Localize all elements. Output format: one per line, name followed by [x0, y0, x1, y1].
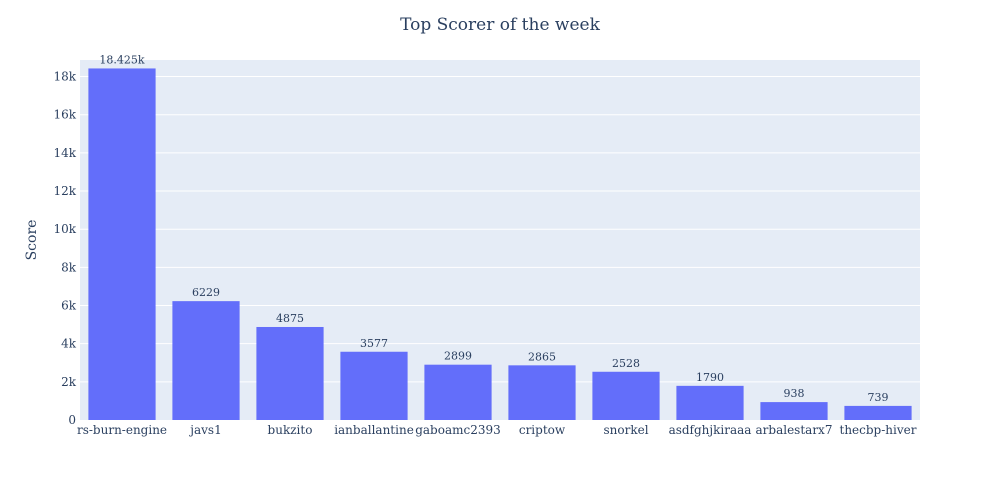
- y-axis-label: Score: [24, 220, 40, 261]
- y-tick-label: 14k: [53, 146, 76, 160]
- y-tick-label: 6k: [61, 299, 77, 313]
- data-label: 2865: [528, 350, 556, 363]
- y-tick-label: 0: [68, 413, 76, 427]
- x-tick-label: gaboamc2393: [415, 423, 501, 437]
- x-tick-label: bukzito: [268, 423, 313, 437]
- x-tick-label: rs-burn-engine: [77, 423, 167, 437]
- bar-asdfghjkiraaa: [676, 385, 744, 420]
- x-tick-label: snorkel: [603, 423, 648, 437]
- y-tick-label: 16k: [53, 108, 76, 122]
- bar-javs1: [172, 301, 240, 420]
- y-tick-label: 12k: [53, 184, 76, 198]
- bar-rs-burn-engine: [88, 68, 156, 421]
- bar-gaboamc2393: [424, 364, 492, 420]
- y-tick-label: 18k: [53, 70, 76, 84]
- x-tick-label: thecbp-hiver: [840, 423, 917, 437]
- y-tick-label: 2k: [61, 375, 77, 389]
- data-label: 1790: [696, 371, 724, 384]
- y-tick-label: 8k: [61, 260, 77, 274]
- data-label: 3577: [360, 337, 388, 350]
- y-tick-label: 4k: [61, 337, 77, 351]
- bar-bukzito: [256, 326, 324, 420]
- x-axis-ticks: rs-burn-engine javs1 bukzito ianballantine g…: [77, 423, 917, 437]
- x-tick-label: asdfghjkiraaa: [669, 423, 752, 437]
- data-label: 2899: [444, 350, 472, 363]
- bar-ianballantine: [340, 351, 408, 420]
- data-label: 2528: [612, 357, 640, 370]
- data-label: 938: [784, 387, 805, 400]
- bar-thecbp-hiver: [844, 405, 912, 420]
- y-axis-ticks: 0 2k 4k 6k 8k 10k 12k 14k 16k 18k: [53, 70, 76, 427]
- bar-snorkel: [592, 371, 660, 420]
- bar-criptow: [508, 365, 576, 420]
- data-label: 4875: [276, 312, 304, 325]
- x-tick-label: ianballantine: [334, 423, 414, 437]
- data-label: 18.425k: [99, 53, 144, 66]
- y-tick-label: 10k: [53, 222, 76, 236]
- data-labels: 18.425k 6229 4875 3577 2899 2865 2528 1790 938 73…: [99, 53, 888, 403]
- data-label: 6229: [192, 286, 220, 299]
- x-tick-label: criptow: [519, 423, 566, 437]
- data-label: 739: [868, 391, 889, 404]
- chart-title: Top Scorer of the week: [400, 15, 601, 35]
- bar-arbalestarx7: [760, 402, 828, 420]
- x-tick-label: arbalestarx7: [756, 423, 833, 437]
- x-tick-label: javs1: [188, 423, 221, 437]
- bars: [88, 68, 912, 421]
